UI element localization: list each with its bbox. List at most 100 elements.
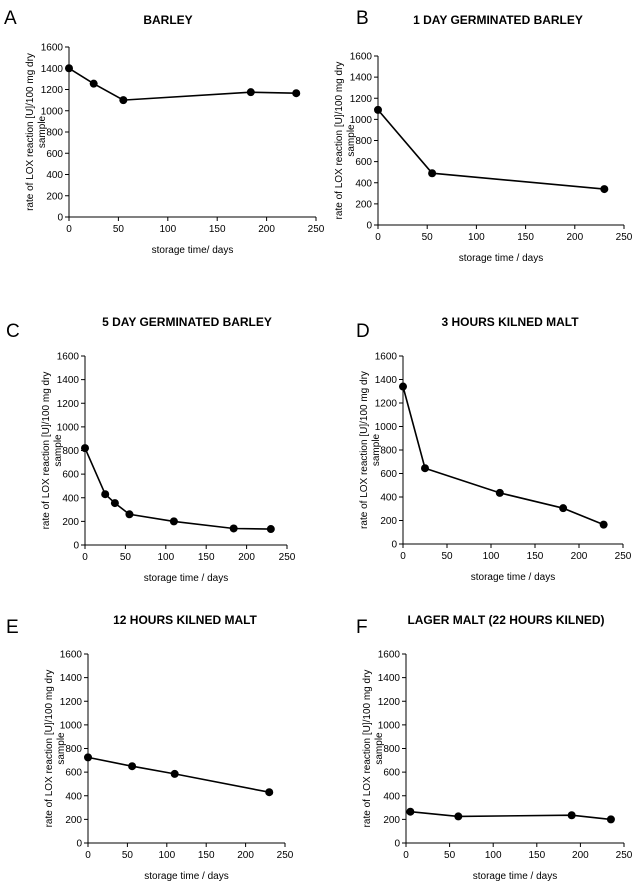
y-tick-label: 1200 (350, 94, 373, 105)
x-tick-label: 0 (82, 552, 88, 563)
y-tick-label: 200 (355, 199, 372, 210)
data-point (599, 520, 608, 529)
y-tick-label: 1400 (375, 375, 398, 386)
data-point (229, 524, 238, 533)
y-tick-label: 0 (76, 839, 82, 850)
y-tick-label: 1600 (57, 352, 80, 363)
y-tick-label: 1000 (350, 115, 373, 126)
data-point (128, 762, 137, 771)
y-tick-label: 200 (65, 815, 82, 826)
y-tick-label: 800 (65, 744, 82, 755)
y-tick-label: 1600 (375, 352, 398, 363)
y-tick-label: 0 (394, 839, 400, 850)
x-tick-label: 0 (375, 232, 381, 243)
y-tick-label: 1600 (60, 650, 83, 661)
panel-letter: F (356, 617, 368, 638)
y-tick-label: 1600 (350, 52, 373, 63)
data-point (495, 488, 504, 497)
data-point (606, 815, 615, 824)
panel-letter: D (356, 321, 370, 342)
data-point (428, 169, 437, 178)
y-tick-label: 1000 (375, 422, 398, 433)
x-tick-label: 50 (122, 850, 134, 861)
x-tick-label: 100 (159, 224, 176, 235)
x-tick-label: 200 (566, 232, 583, 243)
x-tick-label: 150 (527, 551, 544, 562)
y-axis-label-line2: sample (37, 115, 48, 148)
y-tick-label: 600 (355, 157, 372, 168)
y-tick-label: 0 (73, 541, 79, 552)
data-point (119, 96, 128, 105)
chart-title: BARLEY (143, 13, 192, 27)
x-axis-label: storage time / days (473, 871, 557, 882)
data-point (125, 510, 134, 519)
y-tick-label: 0 (366, 221, 372, 232)
y-axis-label: rate of LOX reaction [U]/100 mg dry (362, 670, 373, 828)
y-tick-label: 1200 (378, 697, 401, 708)
series-line (87, 756, 270, 793)
chart-title: 3 HOURS KILNED MALT (441, 315, 579, 329)
chart-title: 12 HOURS KILNED MALT (113, 613, 257, 627)
y-axis-label: rate of LOX reaction [U]/100 mg dry (359, 371, 370, 529)
data-point (454, 812, 463, 821)
y-tick-label: 800 (62, 446, 79, 457)
x-axis-label: storage time / days (144, 573, 228, 584)
y-tick-label: 1000 (57, 422, 80, 433)
data-point (600, 185, 609, 194)
y-axis-label-line2: sample (374, 732, 385, 765)
y-tick-label: 1400 (41, 64, 64, 75)
y-tick-label: 1600 (41, 43, 64, 54)
x-axis-label: storage time / days (459, 253, 543, 264)
data-point (246, 88, 255, 97)
x-tick-label: 150 (198, 850, 215, 861)
y-tick-label: 600 (383, 768, 400, 779)
chart-panel-f: F LAGER MALT (22 HOURS KILNED) 0 200 400 600 8… (356, 613, 633, 882)
y-tick-label: 1200 (41, 85, 64, 96)
y-tick-label: 800 (46, 128, 63, 139)
x-tick-label: 250 (277, 850, 294, 861)
x-tick-label: 250 (308, 224, 325, 235)
chart-title: 5 DAY GERMINATED BARLEY (102, 315, 272, 329)
data-point (374, 105, 382, 114)
x-tick-label: 0 (85, 850, 91, 861)
x-tick-label: 250 (616, 232, 633, 243)
x-tick-label: 100 (483, 551, 500, 562)
x-axis-label: storage time/ days (152, 245, 234, 256)
y-axis-label-line2: sample (346, 124, 357, 157)
series-line (402, 386, 604, 526)
panel-letter: A (4, 8, 17, 29)
data-point (101, 490, 110, 499)
x-tick-label: 150 (198, 552, 215, 563)
x-tick-label: 100 (468, 232, 485, 243)
x-tick-label: 200 (258, 224, 275, 235)
y-tick-label: 1000 (378, 720, 401, 731)
x-tick-label: 250 (279, 552, 296, 563)
y-axis-label: rate of LOX reaction [U]/100 mg dry (334, 62, 345, 220)
y-tick-label: 400 (383, 791, 400, 802)
x-tick-label: 200 (572, 850, 589, 861)
x-tick-label: 250 (616, 850, 633, 861)
x-tick-label: 200 (238, 552, 255, 563)
chart-panel-a: A BARLEY 0 200 400 600 800 1000 1200 1400 1600 0 50 1… (4, 8, 325, 256)
y-tick-label: 400 (46, 170, 63, 181)
x-tick-label: 150 (517, 232, 534, 243)
chart-title: 1 DAY GERMINATED BARLEY (413, 13, 583, 27)
y-tick-label: 600 (46, 149, 63, 160)
y-tick-label: 400 (62, 493, 79, 504)
data-point (567, 811, 576, 820)
y-tick-label: 800 (380, 446, 397, 457)
y-tick-label: 600 (380, 469, 397, 480)
panel-letter: E (6, 617, 19, 638)
data-point (170, 769, 179, 778)
x-tick-label: 200 (237, 850, 254, 861)
data-point (421, 464, 429, 473)
y-tick-label: 1000 (41, 106, 64, 117)
x-tick-label: 200 (571, 551, 588, 562)
panel-letter: B (356, 8, 369, 29)
data-point (110, 499, 119, 508)
y-axis-label-line2: sample (56, 732, 67, 765)
series-line (84, 447, 271, 530)
data-point (169, 517, 178, 526)
x-tick-label: 50 (441, 551, 453, 562)
